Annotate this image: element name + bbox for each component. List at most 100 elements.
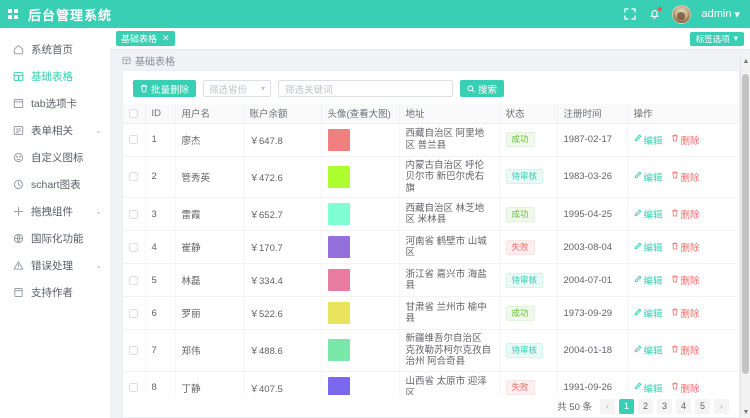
- sidebar-item-tabs[interactable]: tab选项卡: [0, 90, 110, 117]
- close-icon[interactable]: ✕: [162, 33, 170, 43]
- status-badge: 失败: [505, 380, 535, 395]
- sidebar-item-home[interactable]: 系统首页: [0, 36, 110, 63]
- fullscreen-icon[interactable]: [624, 8, 637, 21]
- delete-button[interactable]: 删除: [671, 240, 700, 254]
- row-actions: 编辑 删除: [634, 207, 734, 221]
- province-filter-select[interactable]: 筛选省份 ▾: [203, 80, 272, 97]
- cell-operations: 编辑 删除: [627, 371, 739, 395]
- row-checkbox[interactable]: [129, 242, 138, 252]
- table-row[interactable]: 2 管秀英 ￥472.6 内蒙古自治区 呼伦贝尔市 新巴尔虎右旗 待审核 1983-03-…: [123, 156, 739, 198]
- edit-button[interactable]: 编辑: [634, 381, 663, 395]
- scrollbar-thumb[interactable]: [742, 74, 749, 374]
- avatar-thumbnail[interactable]: [327, 376, 350, 395]
- select-all-checkbox[interactable]: [129, 108, 138, 118]
- row-checkbox[interactable]: [129, 209, 138, 219]
- row-checkbox[interactable]: [129, 308, 138, 318]
- row-checkbox[interactable]: [129, 135, 138, 144]
- row-checkbox[interactable]: [129, 275, 138, 285]
- avatar-thumbnail[interactable]: [327, 203, 350, 225]
- edit-button[interactable]: 编辑: [634, 133, 663, 147]
- edit-button[interactable]: 编辑: [634, 240, 663, 254]
- table-row[interactable]: 6 罗丽 ￥522.6 甘肃省 兰州市 榆中县 成功 1973-09-29 编辑 删除: [123, 296, 739, 330]
- cell-address: 新疆维吾尔自治区 克孜勒苏柯尔克孜自治州 阿合奇县: [399, 329, 500, 372]
- sidebar-item-error[interactable]: 错误处理 ⌄: [0, 252, 110, 279]
- pagination-page-5[interactable]: 5: [695, 398, 710, 414]
- table-row[interactable]: 5 林磊 ￥334.4 浙江省 嘉兴市 海盐县 待审核 2004-07-01 编辑 删除: [123, 263, 739, 297]
- avatar-thumbnail[interactable]: [327, 165, 350, 188]
- search-button[interactable]: 搜索: [460, 80, 505, 97]
- cell-status: 成功: [499, 123, 558, 157]
- sidebar-item-schart[interactable]: schart图表: [0, 171, 110, 198]
- tab-options-select[interactable]: 标签选项 ▾: [689, 31, 744, 46]
- pagination-page-4[interactable]: 4: [676, 398, 691, 414]
- col-address: 地址: [399, 104, 500, 124]
- status-badge: 待审核: [505, 169, 544, 185]
- batch-delete-button[interactable]: 批量删除: [133, 80, 197, 97]
- edit-button[interactable]: 编辑: [634, 207, 663, 221]
- bell-icon[interactable]: [648, 6, 662, 21]
- avatar-thumbnail[interactable]: [327, 236, 350, 258]
- grid-apps-icon[interactable]: [8, 9, 18, 19]
- sidebar-item-custom-icons[interactable]: 自定义图标: [0, 144, 110, 171]
- pagination-prev[interactable]: ‹: [600, 398, 615, 414]
- avatar-thumbnail[interactable]: [327, 128, 350, 151]
- row-checkbox[interactable]: [129, 345, 138, 355]
- delete-button[interactable]: 删除: [671, 343, 700, 357]
- avatar-thumbnail[interactable]: [327, 339, 350, 362]
- delete-button[interactable]: 删除: [671, 207, 700, 221]
- delete-button[interactable]: 删除: [671, 381, 700, 395]
- row-actions: 编辑 删除: [634, 273, 734, 287]
- avatar[interactable]: [671, 4, 691, 24]
- username-menu[interactable]: admin ▾: [702, 8, 741, 21]
- status-badge: 待审核: [505, 272, 544, 288]
- vertical-scrollbar[interactable]: ▲ ▼: [740, 56, 750, 418]
- table-row[interactable]: 4 崔静 ￥170.7 河南省 鹤壁市 山城区 失败 2003-08-04 编辑 删除: [123, 230, 739, 264]
- delete-button[interactable]: 删除: [671, 306, 700, 320]
- avatar-thumbnail[interactable]: [327, 302, 350, 324]
- status-badge: 成功: [505, 206, 535, 222]
- pagination-page-1[interactable]: 1: [619, 398, 634, 414]
- edit-button[interactable]: 编辑: [634, 170, 663, 184]
- table-row[interactable]: 8 丁静 ￥407.5 山西省 太原市 迎泽区 失败 1991-09-26 编辑 删除: [123, 371, 739, 395]
- delete-label: 删除: [680, 309, 700, 320]
- delete-button[interactable]: 删除: [671, 133, 700, 147]
- avatar-thumbnail[interactable]: [327, 269, 350, 291]
- delete-label: 删除: [680, 243, 700, 254]
- delete-button[interactable]: 删除: [671, 170, 700, 184]
- scroll-down-icon[interactable]: ▼: [742, 409, 750, 416]
- cell-address: 山西省 太原市 迎泽区: [399, 371, 500, 395]
- row-checkbox[interactable]: [129, 172, 138, 182]
- col-operations: 操作: [627, 104, 739, 124]
- keyword-search-input[interactable]: 筛选关键词: [278, 80, 454, 97]
- pagination-page-3[interactable]: 3: [657, 398, 672, 414]
- sidebar-item-support[interactable]: 支持作者: [0, 279, 110, 306]
- sidebar-item-form[interactable]: 表单相关 ⌄: [0, 117, 110, 144]
- sidebar-item-label: 支持作者: [31, 287, 73, 299]
- cell-status: 失败: [499, 230, 558, 264]
- pagination-next[interactable]: ›: [714, 398, 729, 414]
- address-text: 山西省 太原市 迎泽区: [405, 376, 487, 395]
- delete-button[interactable]: 删除: [671, 273, 700, 287]
- sidebar-item-i18n[interactable]: 国际化功能: [0, 225, 110, 252]
- sidebar-item-label: 系统首页: [31, 44, 73, 56]
- cell-status: 成功: [499, 197, 558, 231]
- table-row[interactable]: 1 廖杰 ￥647.8 西藏自治区 阿里地区 普兰县 成功 1987-02-17 编辑 删除: [123, 123, 739, 157]
- pagination-page-2[interactable]: 2: [638, 398, 653, 414]
- cell-avatar: [321, 230, 400, 264]
- tab-basic-table[interactable]: 基础表格 ✕: [116, 31, 175, 46]
- status-badge: 待审核: [505, 342, 544, 358]
- table-row[interactable]: 7 郑伟 ￥488.6 新疆维吾尔自治区 克孜勒苏柯尔克孜自治州 阿合奇县 待审核 200…: [123, 329, 739, 372]
- row-checkbox[interactable]: [129, 383, 138, 392]
- cell-balance: ￥488.6: [243, 329, 322, 372]
- sidebar-item-drag[interactable]: 拖拽组件 ⌄: [0, 198, 110, 225]
- edit-button[interactable]: 编辑: [634, 306, 663, 320]
- breadcrumb-current: 基础表格: [135, 56, 175, 68]
- edit-button[interactable]: 编辑: [634, 343, 663, 357]
- edit-button[interactable]: 编辑: [634, 273, 663, 287]
- sidebar-item-basic-table[interactable]: 基础表格: [0, 63, 110, 90]
- table-row[interactable]: 3 雷霞 ￥652.7 西藏自治区 林芝地区 米林县 成功 1995-04-25 编辑 删除: [123, 197, 739, 231]
- warning-icon: [12, 260, 24, 272]
- scroll-up-icon[interactable]: ▲: [742, 58, 750, 65]
- cell-username: 崔静: [175, 230, 244, 264]
